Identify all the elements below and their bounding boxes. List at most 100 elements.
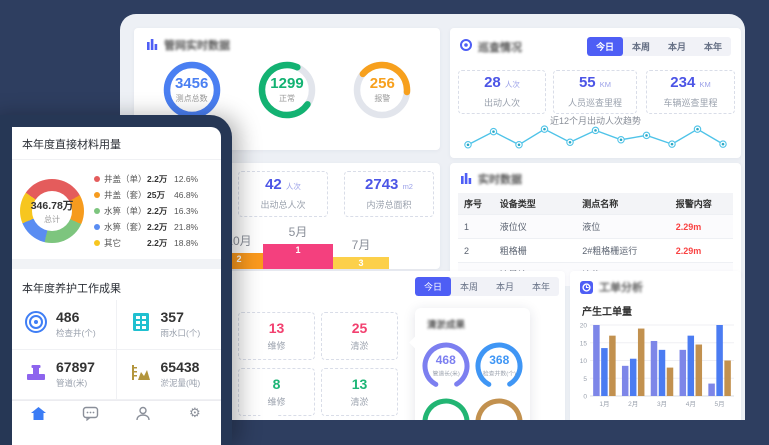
stat-value: 28 bbox=[484, 74, 501, 91]
stat-value: 13 bbox=[268, 319, 285, 336]
gauge-label: 检查井数(个) bbox=[482, 371, 516, 378]
gauge-pipe-length: 468 管道长(米) bbox=[421, 341, 471, 391]
target-circle-icon bbox=[460, 39, 472, 54]
stat-box-vehicle-km: 234 KM 车辆巡查里程 bbox=[646, 70, 735, 114]
person-icon bbox=[135, 406, 151, 426]
stat-value: 42 bbox=[265, 176, 282, 193]
gauge-manhole-count: 368 检查井数(个) bbox=[474, 341, 524, 391]
legend-dot bbox=[94, 208, 100, 214]
cell-point: 2#粗格栅运行 bbox=[576, 238, 670, 263]
workorder-icon bbox=[580, 280, 593, 294]
stat-label: 出动人次 bbox=[483, 98, 520, 108]
legend-item: 井盖（套） 25万 46.8% bbox=[94, 189, 215, 201]
phone-bottom-nav: ​ ​ ​ ⚙ ​ bbox=[12, 400, 221, 445]
nav-home[interactable]: ​ bbox=[12, 401, 64, 445]
gauge-green-partial bbox=[421, 397, 471, 420]
legend-item: 水箅（单） 2.2万 16.3% bbox=[94, 205, 215, 217]
trend-title: 近12个月出动人次趋势 bbox=[549, 116, 641, 126]
chat-icon bbox=[82, 406, 99, 426]
stat-label: 人员巡查里程 bbox=[567, 98, 622, 108]
nav-settings[interactable]: ⚙ ​ bbox=[169, 401, 221, 445]
podium-bar: 3 bbox=[333, 257, 389, 269]
svg-text:20: 20 bbox=[580, 323, 588, 330]
col-device: 设备类型 bbox=[493, 193, 577, 215]
svg-text:10: 10 bbox=[580, 358, 588, 365]
legend-item: 其它 2.2万 18.8% bbox=[94, 237, 215, 249]
stat-unit: m2 bbox=[402, 182, 413, 191]
patrol-card-title: 巡查情况 bbox=[478, 41, 522, 54]
cell-alarm: 2.29m bbox=[669, 214, 733, 239]
material-section-title: 本年度直接材料用量 bbox=[12, 127, 221, 160]
tab-today[interactable]: 今日 bbox=[414, 277, 451, 296]
realtime-data-card: 实时数据 序号 设备类型 测点名称 报警内容 1 液位仪 液位 2.29m 2 … bbox=[450, 163, 741, 286]
tab-year[interactable]: 本年 bbox=[703, 42, 722, 52]
stat-pipes: 67897 管道(米) bbox=[12, 350, 117, 400]
tab-year[interactable]: 本年 bbox=[531, 282, 550, 292]
home-icon bbox=[30, 406, 47, 426]
stat-box-flood-area: 2743 m2 内涝总面积 bbox=[344, 171, 434, 217]
stat-value: 234 bbox=[670, 74, 696, 91]
donut-total-label: 总计 bbox=[44, 214, 60, 224]
svg-text:5月: 5月 bbox=[715, 400, 725, 408]
dredge-results-popover: 清淤成果 468 管道长(米) 368 检查井数(个) bbox=[409, 308, 530, 420]
stat-box-dredge-pink: 25 清淤 bbox=[321, 312, 398, 360]
legend-item: 井盖（单） 2.2万 12.6% bbox=[94, 173, 215, 185]
stat-label: 维修 bbox=[267, 396, 286, 407]
podium-month: 5月 bbox=[288, 225, 308, 239]
work-stats-grid: 486 检查井(个) 357 雨水口(个) 67897 管道(米) 65438 淤泥量(… bbox=[12, 300, 221, 400]
nav-profile[interactable]: ​ bbox=[117, 401, 169, 445]
legend-dot bbox=[94, 176, 100, 182]
cell-no: 1 bbox=[458, 214, 494, 239]
stat-manholes: 486 检查井(个) bbox=[12, 300, 117, 350]
gauge-value: 468 bbox=[435, 353, 456, 367]
table-row: 2 粗格栅 2#粗格栅运行 2.29m bbox=[458, 238, 733, 263]
stat-box-dispatch-total: 42 人次 出动总人次 bbox=[238, 171, 328, 217]
phone-mockup: 本年度直接材料用量 346.78万 总计 井盖（单） 2.2万 12.6% 井盖（套… bbox=[0, 115, 232, 445]
donut-legend: 井盖（单） 2.2万 12.6% 井盖（套） 25万 46.8% 水箅（单） 2.2万 16… bbox=[94, 169, 215, 253]
podium-rank1: 5月 1 bbox=[263, 223, 333, 269]
ring-total-points: 3456 测点总数 bbox=[161, 59, 223, 121]
stat-label: 内涝总面积 bbox=[366, 200, 412, 210]
pipe-icon bbox=[24, 360, 48, 389]
stat-value: 2743 bbox=[365, 176, 399, 193]
svg-text:5: 5 bbox=[583, 376, 587, 383]
ring-value: 256 bbox=[369, 75, 395, 92]
nav-messages[interactable]: ​ bbox=[64, 401, 116, 445]
stat-sludge: 65438 淤泥量(吨) bbox=[116, 350, 221, 400]
workorder-card-title: 工单分析 bbox=[599, 282, 643, 294]
tab-month[interactable]: 本月 bbox=[667, 42, 686, 52]
legend-dot bbox=[94, 224, 100, 230]
tab-month[interactable]: 本月 bbox=[495, 282, 514, 292]
stat-unit: KM bbox=[699, 80, 711, 89]
stat-box-dredge-green: 13 清淤 bbox=[321, 368, 398, 416]
podium-month: 10月 bbox=[226, 234, 252, 248]
realtime-card-title: 实时数据 bbox=[478, 174, 522, 186]
maintenance-period-tabs: 今日 本周 本月 本年 bbox=[414, 277, 559, 296]
work-section-title: 本年度养护工作成果 bbox=[22, 283, 121, 295]
ring-label: 正常 bbox=[278, 94, 295, 103]
pipeline-card-title: 管网实时数据 bbox=[164, 40, 230, 52]
stat-label: 出动总人次 bbox=[260, 200, 306, 210]
col-no: 序号 bbox=[458, 193, 494, 215]
generated-orders-title: 产生工单量 bbox=[582, 307, 632, 318]
material-donut-chart: 346.78万 总计 bbox=[20, 179, 84, 243]
stat-value: 13 bbox=[351, 375, 368, 392]
tab-today[interactable]: 今日 bbox=[586, 37, 623, 56]
tab-week[interactable]: 本周 bbox=[631, 42, 650, 52]
ring-normal: 1299 正常 bbox=[256, 59, 318, 121]
legend-item: 水箅（套） 2.2万 21.8% bbox=[94, 221, 215, 233]
gauge-label: 管道长(米) bbox=[432, 371, 460, 378]
gauge-value: 368 bbox=[489, 353, 510, 367]
stat-box-repair-green: 8 维修 bbox=[238, 368, 315, 416]
stat-label: 清淤 bbox=[350, 340, 369, 351]
cell-point: 液位 bbox=[576, 214, 670, 239]
podium-month: 7月 bbox=[351, 238, 371, 252]
stat-unit: 人次 bbox=[285, 182, 301, 191]
podium-bar: 1 bbox=[263, 244, 333, 269]
stat-unit: KM bbox=[599, 80, 612, 89]
stat-box-person-km: 55 KM 人员巡查里程 bbox=[553, 70, 637, 114]
stat-value: 55 bbox=[578, 74, 596, 91]
tab-week[interactable]: 本周 bbox=[459, 282, 478, 292]
cell-no: 2 bbox=[458, 238, 494, 263]
svg-text:3月: 3月 bbox=[657, 400, 667, 408]
